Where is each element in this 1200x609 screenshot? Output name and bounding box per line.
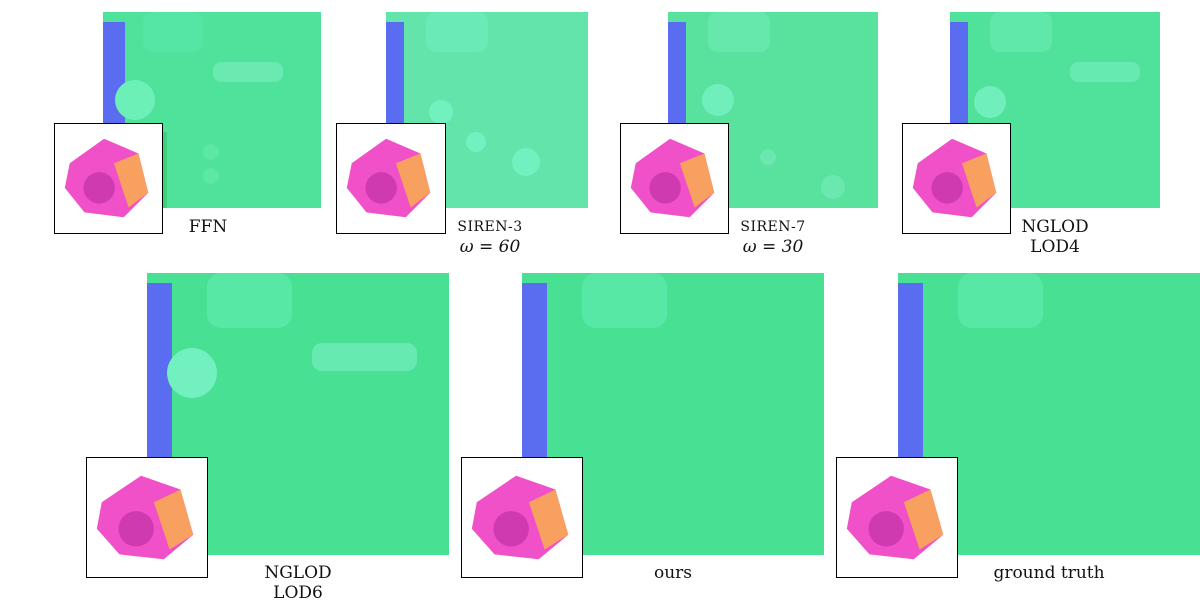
caption-ours: ours <box>623 563 723 583</box>
nglod6-inset-render <box>96 475 194 560</box>
caption-ours-line1: ours <box>653 563 693 583</box>
inset-siren7 <box>620 123 729 234</box>
caption-nglod4: NGLOD LOD4 <box>1005 217 1105 257</box>
siren3-inset-render <box>346 138 431 218</box>
siren7-inset-render <box>630 138 715 218</box>
caption-gt: ground truth <box>974 563 1124 583</box>
inset-nglod6 <box>86 457 208 578</box>
caption-siren7-line1: SIREN-7 <box>740 219 806 235</box>
inset-nglod4 <box>902 123 1011 234</box>
caption-siren3: SIREN-3 ω = 60 <box>440 217 540 257</box>
inset-siren3 <box>336 123 446 234</box>
inset-ffn <box>54 123 163 234</box>
caption-gt-line1: ground truth <box>993 563 1105 583</box>
caption-ffn: FFN <box>168 217 248 237</box>
caption-nglod4-line1: NGLOD <box>1021 217 1089 237</box>
caption-nglod6: NGLOD LOD6 <box>248 563 348 603</box>
ffn-inset-render <box>64 138 149 218</box>
ours-inset-render <box>471 475 569 560</box>
caption-ffn-line1: FFN <box>188 217 228 237</box>
caption-nglod6-line2: LOD6 <box>273 583 323 603</box>
gt-inset-render <box>846 475 944 560</box>
inset-gt <box>836 457 958 578</box>
caption-siren7: SIREN-7 ω = 30 <box>723 217 823 257</box>
caption-nglod6-line1: NGLOD <box>264 563 332 583</box>
caption-siren3-line2: ω = 60 <box>459 237 521 257</box>
caption-nglod4-line2: LOD4 <box>1030 237 1080 257</box>
nglod4-inset-render <box>912 138 997 218</box>
inset-ours <box>461 457 583 578</box>
caption-siren3-line1: SIREN-3 <box>457 219 523 235</box>
caption-siren7-line2: ω = 30 <box>742 237 804 257</box>
